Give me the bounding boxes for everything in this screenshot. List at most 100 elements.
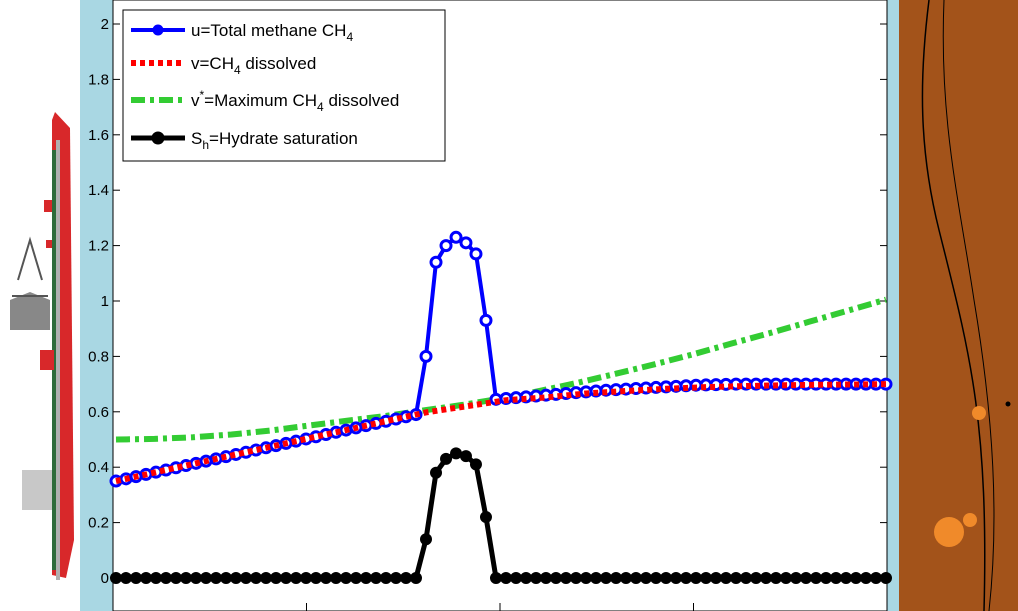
point-sh [680, 572, 693, 584]
point-u [469, 247, 483, 261]
point-u [439, 239, 453, 253]
point-sh [740, 572, 753, 584]
point-sh [440, 452, 453, 465]
point-sh [549, 572, 562, 584]
point-sh [339, 572, 352, 584]
y-tick-label: 0.8 [88, 348, 109, 365]
point-sh [880, 572, 892, 584]
series-layer [109, 230, 893, 584]
point-sh [500, 572, 513, 584]
drillship-illustration [0, 0, 80, 611]
legend-marker-sh [151, 131, 165, 145]
point-sh [760, 572, 773, 584]
y-tick-label: 1.8 [88, 71, 109, 88]
point-sh [169, 572, 182, 584]
y-tick-label: 0.6 [88, 404, 109, 421]
point-sh [200, 572, 213, 584]
legend-entry-u: u=Total methane CH4 [131, 21, 353, 44]
y-tick-label: 0.2 [88, 515, 109, 532]
series-sh [110, 447, 892, 584]
point-sh [689, 572, 702, 584]
y-tick-label: 2 [101, 16, 109, 33]
legend-entry-v: v=CH4 dissolved [131, 54, 316, 77]
point-sh [300, 572, 313, 584]
sediment-panel [899, 0, 1018, 611]
point-sh [489, 572, 502, 584]
point-sh [190, 572, 203, 584]
y-tick-label: 1.2 [88, 238, 109, 255]
point-sh [350, 572, 363, 584]
point-sh [719, 572, 732, 584]
point-sh [730, 572, 743, 584]
series-vstar [115, 296, 887, 443]
point-sh [220, 572, 233, 584]
point-sh [569, 572, 582, 584]
point-sh [399, 572, 412, 584]
point-sh [539, 572, 552, 584]
point-sh [590, 572, 603, 584]
point-sh [259, 572, 272, 584]
point-sh [229, 572, 242, 584]
point-sh [629, 572, 642, 584]
point-sh [140, 572, 153, 584]
left-frame [80, 0, 113, 611]
point-sh [869, 572, 882, 584]
point-sh [810, 572, 823, 584]
point-sh [699, 572, 712, 584]
point-sh [249, 572, 262, 584]
point-sh [709, 572, 722, 584]
legend-marker-u [152, 24, 164, 36]
point-u [449, 230, 463, 244]
point-sh [210, 572, 223, 584]
right-frame [887, 0, 899, 611]
legend-label-u: u=Total methane CH4 [191, 21, 353, 44]
point-sh [290, 572, 303, 584]
point-sh [270, 572, 283, 584]
y-axis: 0 0.2 0.4 0.6 0.8 1 1.2 1.4 1.6 1.8 2 [88, 16, 887, 587]
point-sh [619, 572, 632, 584]
x-axis [112, 603, 888, 611]
point-u [459, 236, 473, 250]
y-tick-label: 1.6 [88, 127, 109, 144]
point-sh [159, 572, 172, 584]
point-sh [420, 533, 433, 546]
y-tick-label: 1.4 [88, 182, 109, 199]
point-sh [409, 572, 422, 584]
point-sh [389, 572, 402, 584]
point-sh [830, 572, 843, 584]
point-sh [130, 572, 143, 584]
legend-label-vstar: v*=Maximum CH4 dissolved [191, 88, 399, 114]
point-sh [239, 572, 252, 584]
point-u [479, 313, 493, 327]
y-tick-label: 1 [101, 293, 109, 310]
point-sh [120, 572, 133, 584]
point-sh [849, 572, 862, 584]
point-sh [670, 572, 683, 584]
point-sh [469, 458, 482, 471]
point-sh [530, 572, 543, 584]
point-sh [110, 572, 122, 584]
point-sh [479, 511, 492, 524]
point-u [419, 349, 433, 363]
point-sh [379, 572, 392, 584]
point-sh [799, 572, 812, 584]
point-sh [820, 572, 833, 584]
legend-entry-vstar: v*=Maximum CH4 dissolved [131, 88, 399, 114]
point-sh [859, 572, 872, 584]
series-line-vstar [115, 296, 887, 443]
series-line-v [115, 381, 887, 485]
point-sh [650, 572, 663, 584]
point-sh [779, 572, 792, 584]
point-sh [319, 572, 332, 584]
y-tick-label: 0 [101, 570, 109, 587]
point-u [429, 255, 443, 269]
point-sh [430, 466, 443, 479]
point-sh [559, 572, 572, 584]
point-sh [610, 572, 623, 584]
series-v [115, 381, 887, 485]
point-sh [149, 572, 162, 584]
point-sh [520, 572, 533, 584]
point-sh [840, 572, 853, 584]
point-sh [580, 572, 593, 584]
